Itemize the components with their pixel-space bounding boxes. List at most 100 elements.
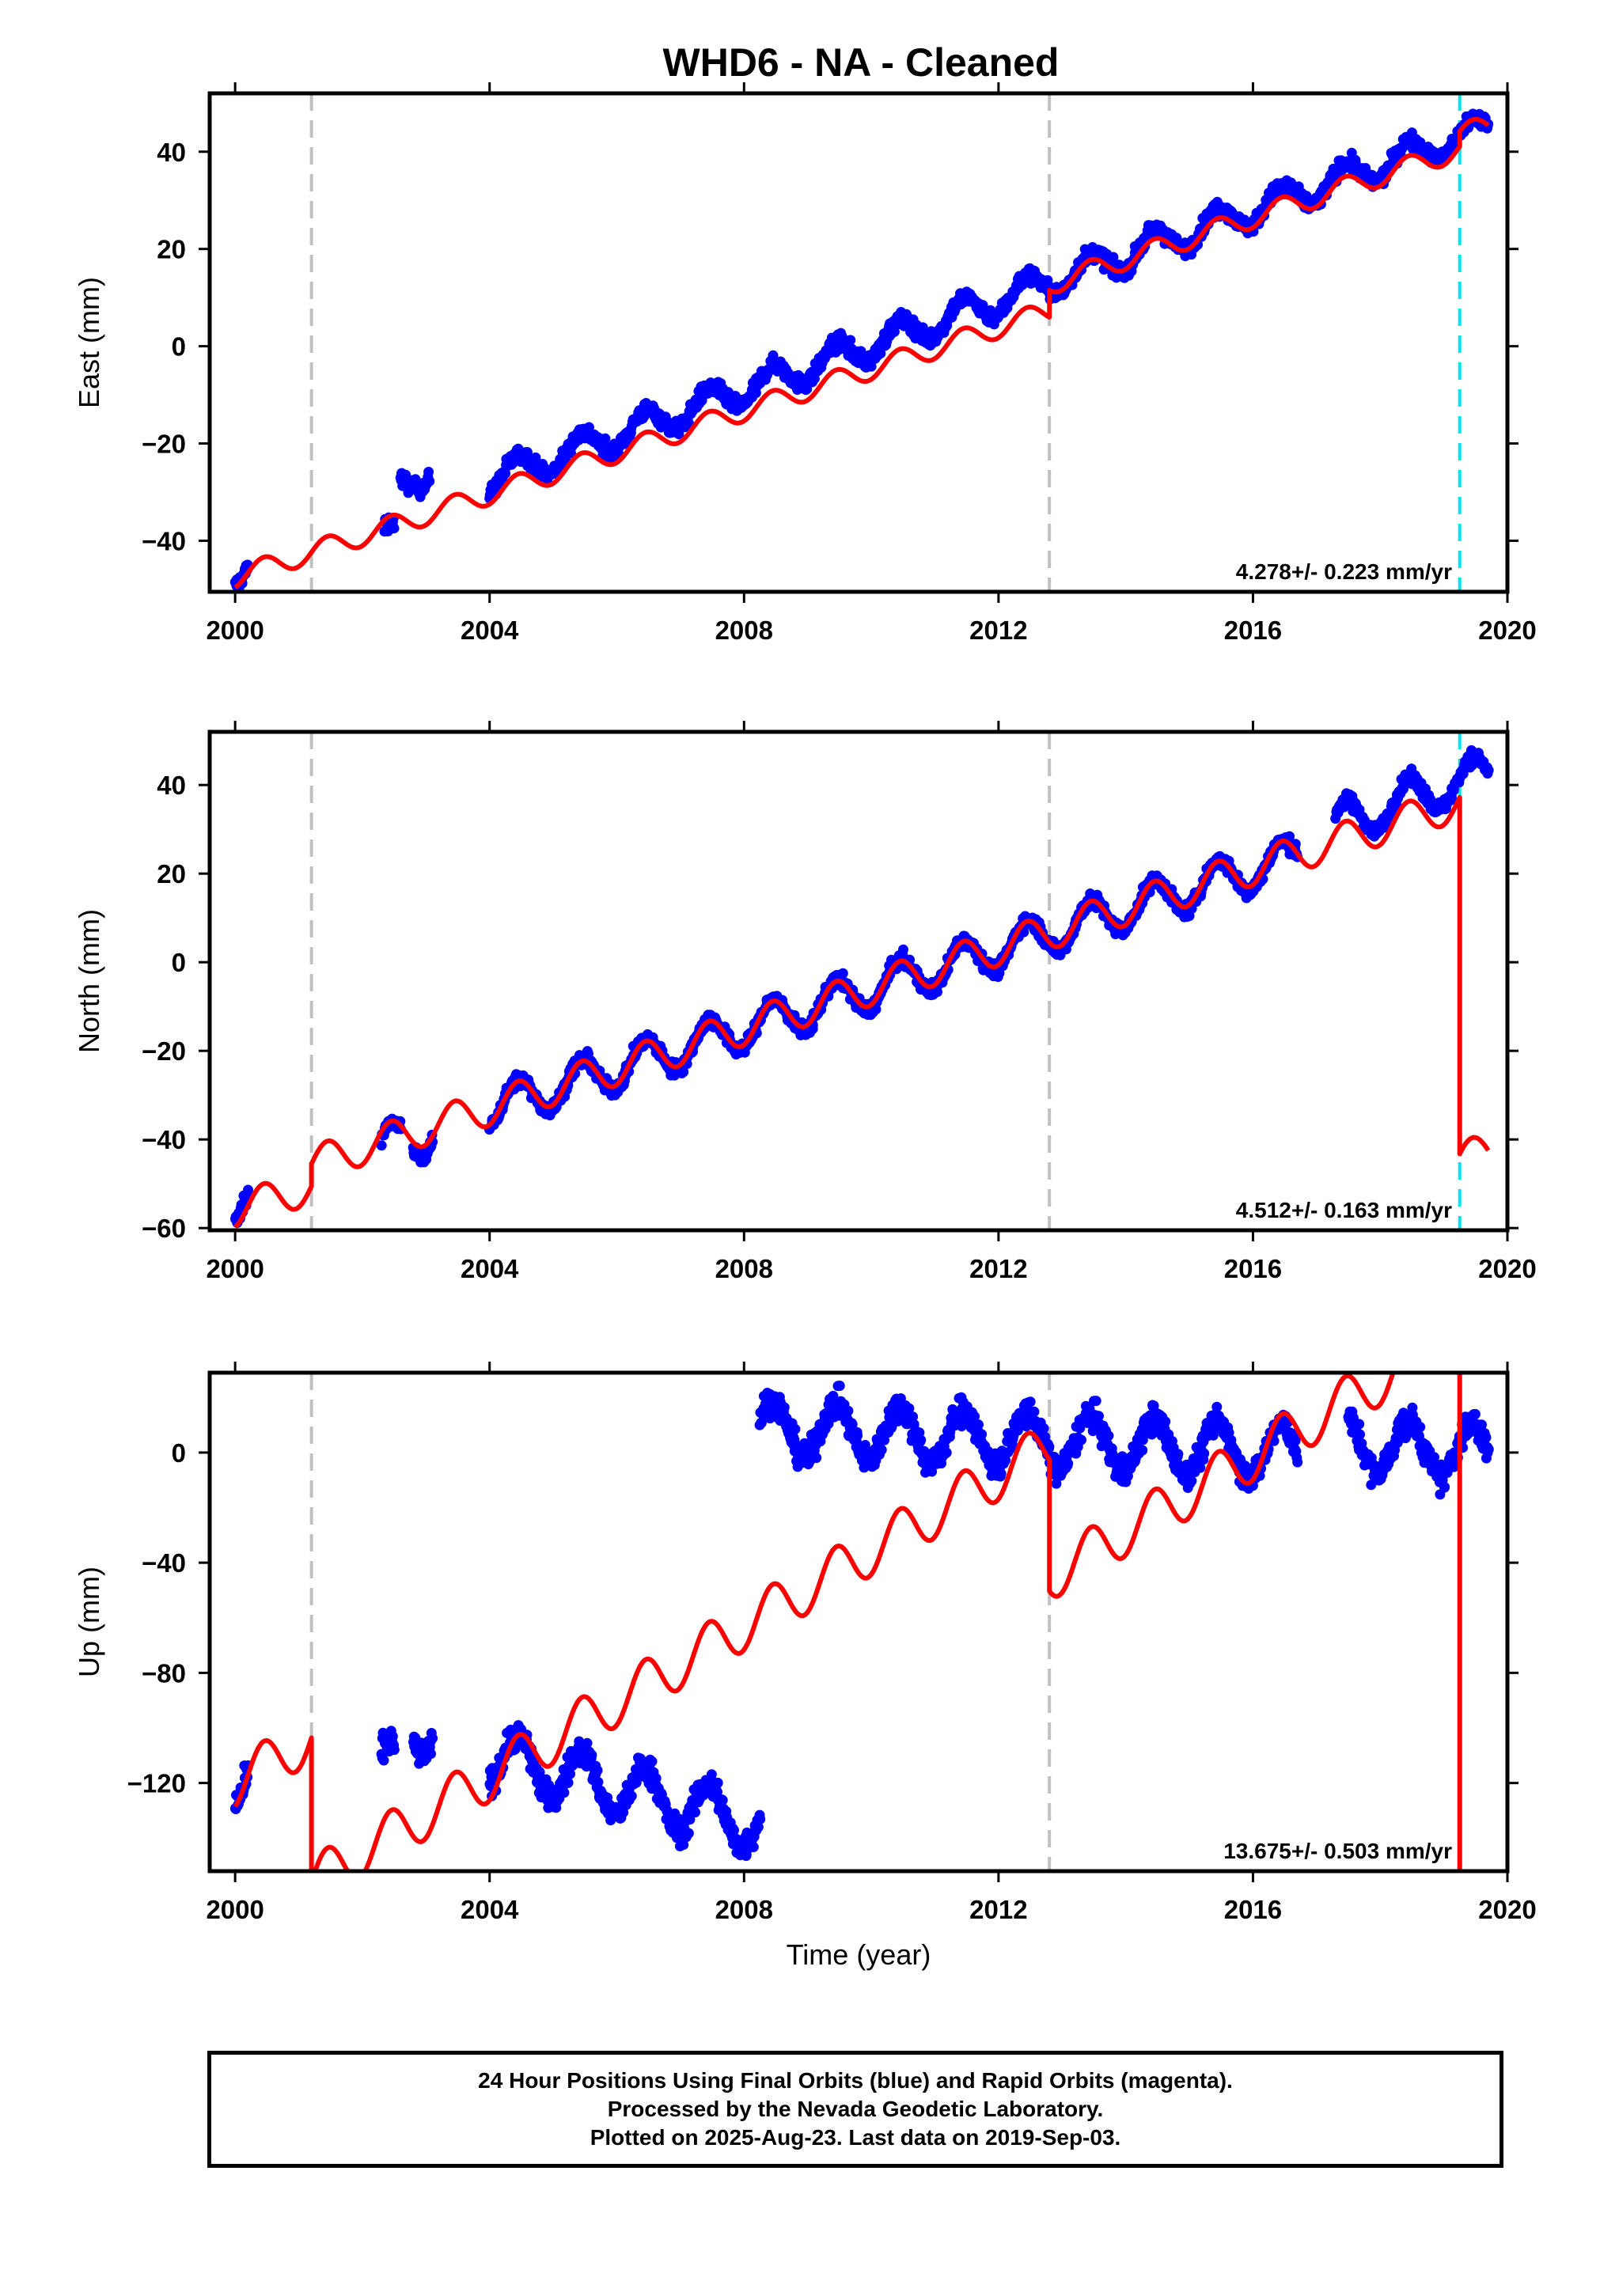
data-point	[768, 350, 779, 361]
north-panel: 2000 2004 2008 2012 2016 2020−60−40−2002040No…	[73, 721, 1537, 1283]
data-point	[1284, 831, 1295, 842]
data-points	[229, 108, 1494, 592]
data-point	[1029, 1406, 1040, 1417]
x-tick-label: 2000	[206, 1254, 264, 1283]
data-point	[423, 467, 434, 477]
x-tick-label: 2004	[461, 616, 519, 645]
plot-frame	[207, 729, 1510, 1233]
y-tick-label: −40	[142, 1125, 186, 1154]
data-point	[755, 1813, 766, 1824]
data-point	[690, 1807, 700, 1818]
data-point	[586, 1749, 597, 1760]
data-point	[1103, 1430, 1114, 1442]
data-point	[1186, 1476, 1197, 1487]
data-point	[1063, 1458, 1074, 1469]
data-point	[750, 388, 761, 399]
data-point	[852, 1430, 863, 1441]
data-point	[843, 1405, 854, 1416]
data-point	[387, 1731, 398, 1742]
x-tick-label: 2016	[1224, 616, 1282, 645]
data-point	[898, 944, 908, 955]
data-point	[563, 1777, 574, 1788]
data-point	[243, 1184, 253, 1195]
data-point	[626, 1790, 637, 1802]
data-point	[1160, 1416, 1171, 1427]
data-point	[1199, 1448, 1210, 1459]
data-point	[995, 1468, 1007, 1479]
data-point	[889, 326, 900, 337]
data-point	[779, 1402, 790, 1413]
data-point	[837, 968, 848, 979]
data-point	[1042, 275, 1053, 286]
data-points	[229, 1381, 1494, 1862]
velocity-annotation: 4.512+/- 0.163 mm/yr	[1236, 1198, 1452, 1222]
velocity-annotation: 4.278+/- 0.223 mm/yr	[1236, 559, 1452, 584]
y-tick-label: 20	[157, 235, 186, 264]
data-point	[706, 1769, 717, 1780]
data-points	[230, 744, 1494, 1228]
data-point	[1076, 1434, 1086, 1445]
data-point	[378, 1755, 389, 1766]
data-point	[683, 1828, 694, 1839]
data-point	[424, 475, 435, 487]
data-point	[376, 1140, 387, 1151]
data-point	[1090, 1396, 1101, 1407]
data-point	[678, 1067, 689, 1078]
data-point	[650, 1773, 662, 1784]
data-point	[1173, 1449, 1184, 1460]
x-tick-label: 2012	[969, 1254, 1027, 1283]
model-curve	[233, 795, 1491, 1229]
y-tick-label: −60	[142, 1214, 186, 1243]
data-point	[500, 468, 510, 479]
data-point	[593, 1777, 604, 1787]
data-point	[748, 1842, 759, 1852]
x-tick-label: 2020	[1478, 616, 1536, 645]
east-panel: 2000 2004 2008 2012 2016 2020−40−2002040East …	[73, 82, 1537, 645]
data-point	[1483, 765, 1494, 775]
y-tick-label: −40	[142, 526, 186, 555]
x-tick-label: 2012	[969, 616, 1027, 645]
data-point	[582, 1737, 593, 1749]
data-point	[1025, 1396, 1036, 1408]
data-point	[426, 1749, 436, 1760]
x-tick-label: 2008	[715, 1254, 773, 1283]
data-point	[834, 1381, 845, 1391]
data-point	[876, 1445, 887, 1455]
y-axis-label: North (mm)	[73, 909, 105, 1053]
x-tick-label: 2016	[1224, 1254, 1282, 1283]
data-point	[678, 1839, 689, 1851]
data-point	[534, 1767, 545, 1778]
data-point	[427, 1733, 438, 1744]
data-point	[712, 1777, 723, 1788]
data-point	[941, 1447, 952, 1458]
plot-frame	[207, 91, 1510, 594]
data-point	[976, 1429, 988, 1440]
data-point	[559, 1787, 570, 1798]
data-point	[592, 1765, 603, 1776]
y-axis-label: East (mm)	[73, 277, 105, 408]
y-tick-label: 40	[157, 138, 186, 167]
data-point	[389, 523, 400, 534]
data-point	[811, 1453, 822, 1464]
data-point	[1211, 1401, 1223, 1412]
data-point	[646, 1756, 658, 1767]
data-point	[790, 1423, 801, 1434]
data-point	[1446, 794, 1458, 805]
data-point	[565, 1768, 575, 1779]
x-tick-label: 2000	[206, 616, 264, 645]
data-point	[916, 1434, 927, 1445]
x-tick-label: 2020	[1478, 1254, 1536, 1283]
model-curve	[233, 116, 1490, 589]
data-point	[1108, 252, 1119, 263]
chart-title: WHD6 - NA - Cleaned	[663, 40, 1060, 85]
x-tick-label: 2004	[461, 1254, 519, 1283]
y-tick-label: 0	[172, 332, 186, 362]
data-point	[1094, 1411, 1104, 1422]
y-tick-label: −20	[142, 430, 186, 459]
data-point	[845, 335, 856, 346]
y-tick-label: 0	[172, 948, 186, 977]
data-point	[1137, 1445, 1148, 1456]
y-tick-label: 40	[157, 771, 186, 800]
